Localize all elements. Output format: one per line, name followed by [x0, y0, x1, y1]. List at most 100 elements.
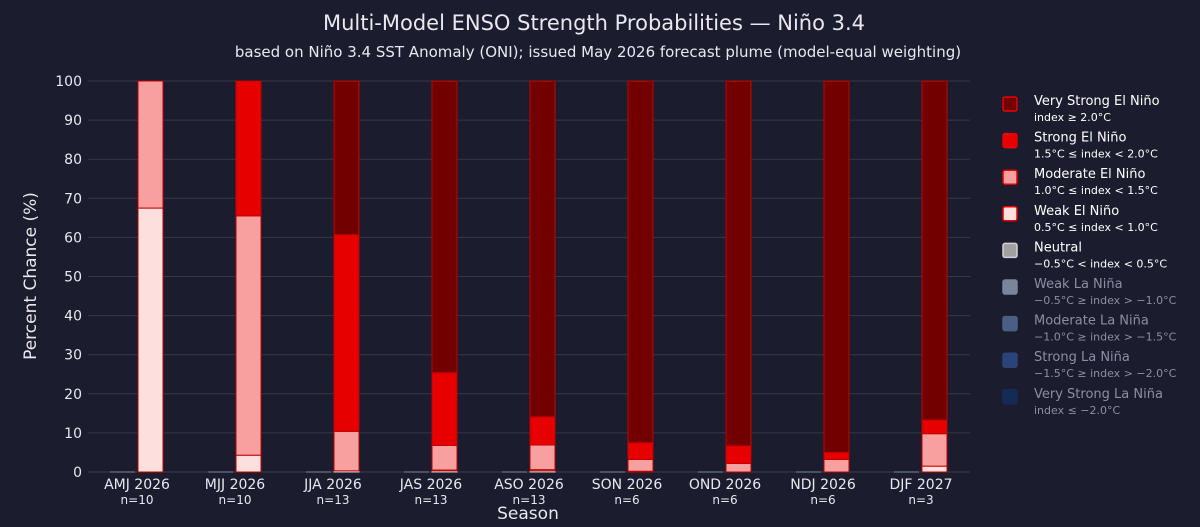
legend-swatch [1002, 315, 1018, 332]
bar-segment [725, 462, 752, 473]
y-tick-label: 100 [55, 74, 82, 90]
legend-sublabel: −0.5°C ≥ index > −1.0°C [1034, 294, 1177, 307]
legend-label: Weak La Niña [1034, 277, 1123, 292]
y-tick-label: 80 [64, 152, 82, 168]
y-tick-label: 50 [64, 270, 82, 286]
bar-segment [823, 451, 850, 460]
x-tick-count: n=3 [908, 493, 933, 507]
legend-label: Moderate La Niña [1034, 314, 1149, 329]
legend-item: Weak La Niña −0.5°C ≥ index > −1.0°C [1002, 277, 1177, 307]
legend-sublabel: −1.0°C ≥ index > −1.5°C [1034, 331, 1177, 344]
y-tick-label: 10 [64, 426, 82, 442]
x-tick-count: n=6 [614, 493, 639, 507]
legend-sublabel: 1.0°C ≤ index < 1.5°C [1034, 184, 1158, 197]
legend-sublabel: 1.5°C ≤ index < 2.0°C [1034, 148, 1158, 161]
legend-label: Neutral [1034, 240, 1082, 255]
legend-label: Moderate El Niño [1034, 167, 1145, 182]
y-axis-label: Percent Chance (%) [21, 192, 41, 360]
legend-label: Very Strong El Niño [1034, 94, 1160, 109]
bar-segment [529, 444, 556, 471]
x-tick-label: JAS 2026 [399, 477, 463, 493]
legend-swatch [1002, 169, 1018, 185]
legend-label: Strong La Niña [1034, 350, 1130, 365]
bar-segment [823, 458, 850, 473]
legend-label: Weak El Niño [1034, 204, 1119, 219]
bar-segment [333, 80, 360, 236]
y-axis-ticks: 0 10 20 30 40 50 60 70 80 90 100 [55, 74, 82, 481]
x-tick-label: SON 2026 [592, 477, 663, 493]
legend-item: Neutral −0.5°C < index < 0.5°C [1002, 240, 1167, 270]
x-tick-label: JJA 2026 [303, 477, 362, 493]
legend-item: Weak El Niño 0.5°C ≤ index < 1.0°C [1002, 204, 1158, 234]
x-tick-label: ASO 2026 [494, 477, 564, 493]
y-tick-label: 0 [73, 465, 82, 481]
legend-label: Strong El Niño [1034, 131, 1127, 146]
y-tick-label: 70 [64, 191, 82, 207]
legend-item: Strong La Niña −1.5°C ≥ index > −2.0°C [1002, 350, 1177, 380]
x-tick-count: n=13 [317, 493, 350, 507]
legend-item: Moderate La Niña −1.0°C ≥ index > −1.5°C [1002, 314, 1177, 344]
bar-segment [725, 80, 752, 447]
legend-item: Very Strong La Niña index ≤ −2.0°C [1002, 387, 1163, 417]
bar-segment [529, 416, 556, 446]
legend-swatch [1002, 389, 1018, 405]
bar-segment [921, 80, 948, 421]
y-tick-label: 20 [64, 387, 82, 403]
bar-segment [921, 433, 948, 467]
x-tick-label: DJF 2027 [889, 477, 952, 493]
legend-swatch [1002, 96, 1018, 112]
bar-segment [137, 80, 164, 209]
bar-segment [137, 207, 164, 473]
y-tick-label: 60 [64, 230, 82, 246]
x-tick-count: n=13 [415, 493, 448, 507]
bar-segment [431, 372, 458, 446]
legend-swatch [1002, 279, 1018, 295]
bar-segment [333, 430, 360, 472]
bar-segment [921, 419, 948, 435]
y-tick-label: 90 [64, 113, 82, 129]
bar-segment [431, 444, 458, 471]
bar-segment [431, 80, 458, 374]
legend-item: Very Strong El Niño index ≥ 2.0°C [1002, 94, 1160, 124]
x-tick-count: n=10 [121, 493, 154, 507]
legend-label: Very Strong La Niña [1034, 387, 1163, 402]
legend-swatch [1002, 206, 1018, 222]
legend: Very Strong El Niño index ≥ 2.0°C Strong E… [1002, 94, 1177, 417]
legend-sublabel: index ≥ 2.0°C [1034, 111, 1111, 124]
legend-swatch [1002, 132, 1018, 149]
legend-item: Moderate El Niño 1.0°C ≤ index < 1.5°C [1002, 167, 1158, 197]
bar-segment [627, 458, 654, 472]
x-axis-label: Season [497, 504, 559, 524]
x-tick-label: NDJ 2026 [790, 477, 856, 493]
chart-title: Multi-Model ENSO Strength Probabilities … [323, 11, 865, 35]
bars [110, 80, 948, 473]
y-tick-label: 40 [64, 309, 82, 325]
x-tick-count: n=6 [810, 493, 835, 507]
legend-item: Strong El Niño 1.5°C ≤ index < 2.0°C [1002, 131, 1158, 161]
x-tick-label: OND 2026 [689, 477, 761, 493]
gridlines [88, 80, 970, 473]
x-tick-label: AMJ 2026 [104, 477, 170, 493]
legend-sublabel: 0.5°C ≤ index < 1.0°C [1034, 221, 1158, 234]
x-tick-count: n=13 [513, 493, 546, 507]
y-tick-label: 30 [64, 348, 82, 364]
x-tick-label: MJJ 2026 [205, 477, 266, 493]
bar-segment [627, 80, 654, 444]
legend-sublabel: −0.5°C < index < 0.5°C [1034, 257, 1167, 270]
bar-segment [823, 80, 850, 453]
legend-swatch [1002, 242, 1018, 259]
chart-subtitle: based on Niño 3.4 SST Anomaly (ONI); iss… [235, 43, 961, 61]
bar-segment [725, 445, 752, 464]
bar-segment [921, 465, 948, 473]
legend-sublabel: index ≤ −2.0°C [1034, 404, 1121, 417]
bar-segment [235, 215, 262, 456]
x-tick-count: n=10 [219, 493, 252, 507]
bar-segment [333, 234, 360, 432]
legend-sublabel: −1.5°C ≥ index > −2.0°C [1034, 367, 1177, 380]
bar-segment [627, 442, 654, 460]
legend-swatch [1002, 352, 1018, 368]
bar-segment [529, 80, 556, 418]
x-tick-count: n=6 [712, 493, 737, 507]
